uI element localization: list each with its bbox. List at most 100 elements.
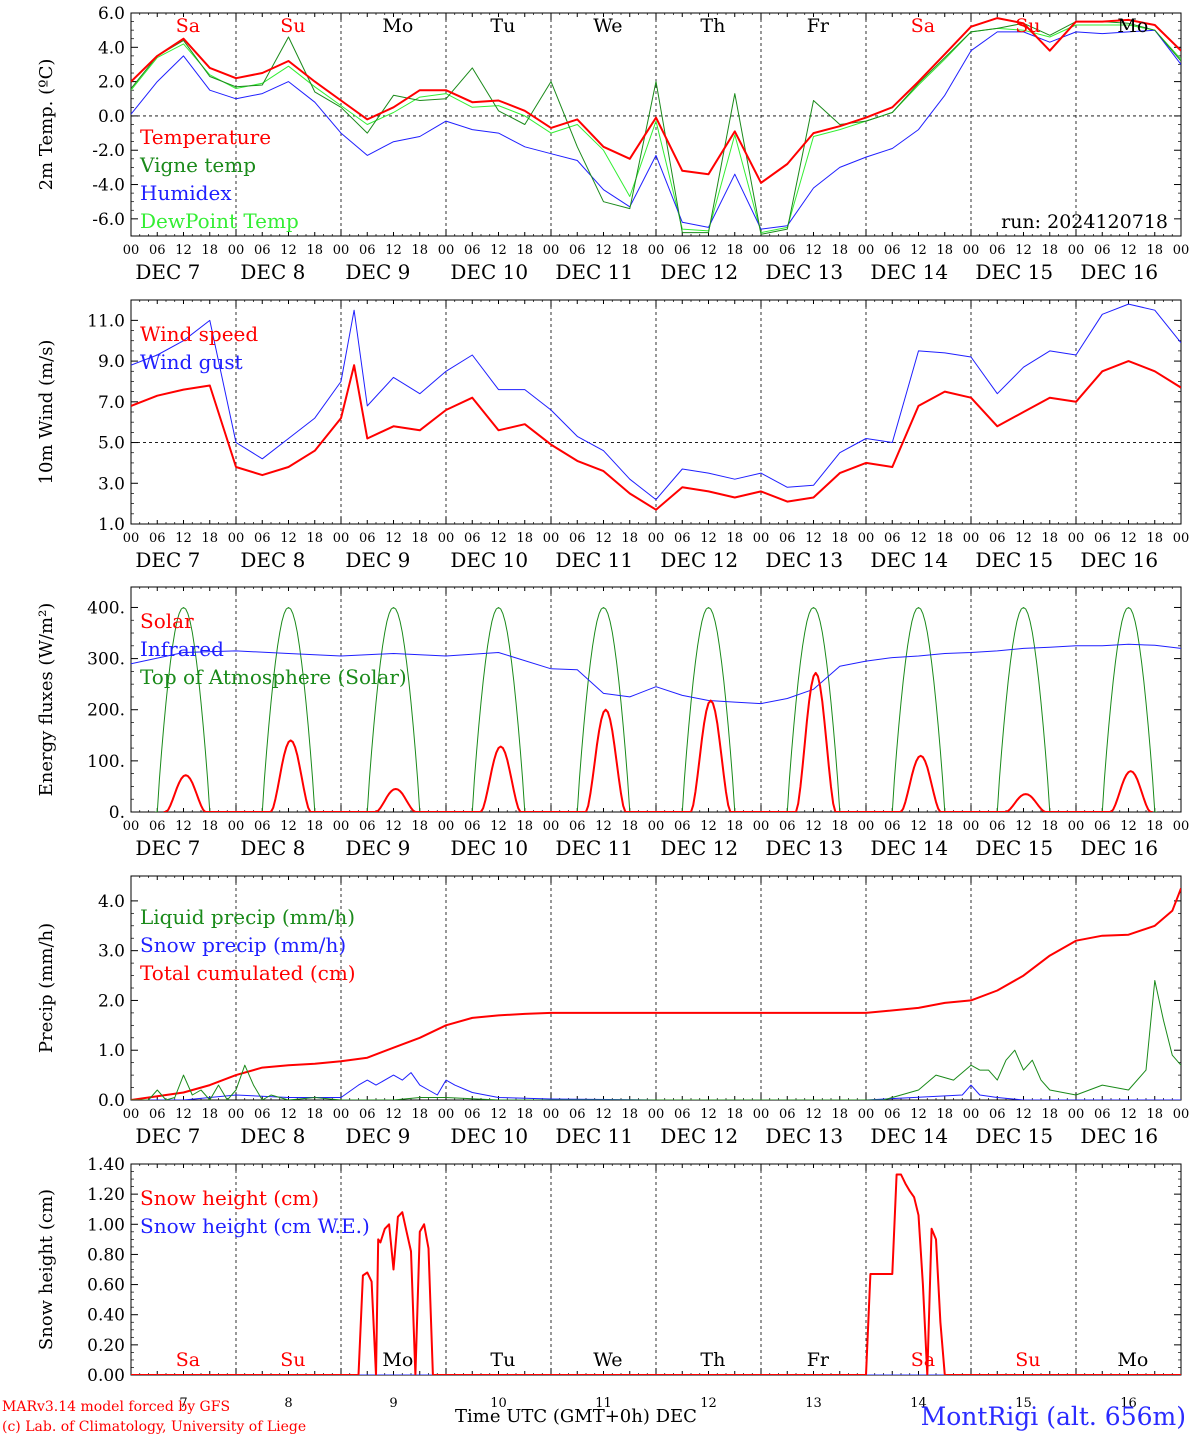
hour-label: 06 bbox=[989, 531, 1006, 546]
day-number-label: 7 bbox=[179, 1396, 187, 1411]
series-line-solar bbox=[163, 671, 1153, 812]
y-tick-label: 300. bbox=[87, 650, 125, 670]
hour-label: 00 bbox=[963, 243, 980, 258]
y-axis-label: 10m Wind (m/s) bbox=[36, 340, 57, 485]
hour-label: 00 bbox=[333, 1107, 350, 1122]
date-label: DEC 12 bbox=[660, 1124, 738, 1148]
weekday-label: Fr bbox=[807, 1349, 830, 1371]
hour-label: 00 bbox=[333, 531, 350, 546]
series-line-snow-height-cm- bbox=[131, 1173, 1181, 1375]
y-tick-label: 7.0 bbox=[98, 393, 125, 413]
hour-label: 06 bbox=[359, 1107, 376, 1122]
hour-label: 06 bbox=[569, 531, 586, 546]
day-number-label: 8 bbox=[284, 1396, 292, 1411]
hour-label: 18 bbox=[516, 1107, 533, 1122]
hour-label: 18 bbox=[1041, 819, 1058, 834]
day-number-label: 12 bbox=[700, 1396, 717, 1411]
date-label: DEC 16 bbox=[1080, 836, 1158, 860]
hour-label: 12 bbox=[175, 1107, 192, 1122]
hour-label: 12 bbox=[175, 531, 192, 546]
hour-label: 18 bbox=[411, 243, 428, 258]
hour-label: 12 bbox=[175, 243, 192, 258]
hour-label: 06 bbox=[779, 819, 796, 834]
day-number-label: 14 bbox=[910, 1396, 927, 1411]
legend-entry: Top of Atmosphere (Solar) bbox=[140, 665, 407, 689]
hour-label: 12 bbox=[805, 819, 822, 834]
date-label: DEC 9 bbox=[345, 548, 410, 572]
hour-label: 06 bbox=[359, 531, 376, 546]
hour-label: 06 bbox=[779, 243, 796, 258]
y-tick-label: 0.00 bbox=[87, 1366, 125, 1386]
hour-label: 06 bbox=[149, 531, 166, 546]
hour-label: 12 bbox=[280, 1107, 297, 1122]
legend-entry: Vigne temp bbox=[139, 153, 256, 177]
y-tick-label: 3.0 bbox=[98, 942, 125, 962]
date-label: DEC 7 bbox=[135, 1124, 200, 1148]
hour-label: 18 bbox=[726, 1107, 743, 1122]
hour-label: 06 bbox=[674, 243, 691, 258]
hour-label: 18 bbox=[1041, 1107, 1058, 1122]
series-line-infrared bbox=[131, 643, 1181, 705]
day-number-label: 15 bbox=[1015, 1396, 1032, 1411]
y-tick-label: 0.20 bbox=[87, 1336, 125, 1356]
hour-label: 12 bbox=[1120, 243, 1137, 258]
series-line-wind-gust bbox=[131, 303, 1181, 501]
hour-label: 06 bbox=[254, 1107, 271, 1122]
hour-label: 12 bbox=[385, 819, 402, 834]
hour-label: 18 bbox=[726, 243, 743, 258]
y-tick-label: 5.0 bbox=[98, 434, 125, 454]
series-line-liquid-precip-mm-h- bbox=[131, 980, 1181, 1100]
hour-label: 12 bbox=[910, 531, 927, 546]
weekday-label: Sa bbox=[911, 1349, 935, 1371]
date-label: DEC 10 bbox=[450, 836, 528, 860]
plot-frame bbox=[130, 12, 1182, 237]
y-tick-label: -2.0 bbox=[92, 141, 125, 161]
legend-entry: Wind speed bbox=[140, 322, 258, 346]
date-label: DEC 10 bbox=[450, 548, 528, 572]
hour-label: 00 bbox=[858, 243, 875, 258]
weekday-label: We bbox=[593, 15, 622, 37]
hour-label: 12 bbox=[700, 531, 717, 546]
y-tick-label: 6.0 bbox=[98, 4, 125, 24]
date-label: DEC 12 bbox=[660, 260, 738, 284]
weekday-label: We bbox=[593, 1349, 622, 1371]
hour-label: 06 bbox=[1094, 531, 1111, 546]
hour-label: 00 bbox=[1068, 1107, 1085, 1122]
hour-label: 00 bbox=[543, 531, 560, 546]
hour-label: 00 bbox=[858, 819, 875, 834]
hour-label: 18 bbox=[831, 819, 848, 834]
date-label: DEC 13 bbox=[765, 1124, 843, 1148]
series-line-snow-precip-mm-h- bbox=[131, 1072, 1181, 1100]
hour-label: 00 bbox=[963, 1107, 980, 1122]
weekday-label: Su bbox=[1015, 1349, 1040, 1371]
legend-entry: Snow precip (mm/h) bbox=[140, 933, 346, 957]
y-tick-label: 2.0 bbox=[98, 991, 125, 1011]
hour-label: 00 bbox=[123, 819, 140, 834]
hour-label: 00 bbox=[333, 243, 350, 258]
hour-label: 12 bbox=[805, 531, 822, 546]
hour-label: 18 bbox=[1146, 1107, 1163, 1122]
hour-label: 12 bbox=[595, 819, 612, 834]
hour-label: 00 bbox=[648, 531, 665, 546]
plot-frame bbox=[130, 586, 1182, 813]
hour-label: 18 bbox=[621, 1107, 638, 1122]
hour-label: 06 bbox=[569, 243, 586, 258]
day-number-label: 11 bbox=[595, 1396, 612, 1411]
hour-label: 06 bbox=[779, 1107, 796, 1122]
weekday-label: Mo bbox=[1117, 15, 1148, 37]
date-label: DEC 14 bbox=[870, 548, 948, 572]
hour-label: 06 bbox=[569, 1107, 586, 1122]
y-tick-label: 4.0 bbox=[98, 38, 125, 58]
weekday-label: Mo bbox=[1117, 1349, 1148, 1371]
date-label: DEC 12 bbox=[660, 548, 738, 572]
day-number-label: 13 bbox=[805, 1396, 822, 1411]
model-credit: MARv3.14 model forced by GFS bbox=[2, 1399, 231, 1415]
y-tick-label: 1.0 bbox=[98, 1041, 125, 1061]
hour-label: 18 bbox=[411, 819, 428, 834]
series-line-temperature bbox=[131, 17, 1181, 184]
date-label: DEC 7 bbox=[135, 548, 200, 572]
hour-label: 00 bbox=[438, 243, 455, 258]
panel-4 bbox=[130, 875, 1182, 1101]
date-label: DEC 14 bbox=[870, 1124, 948, 1148]
hour-label: 18 bbox=[516, 243, 533, 258]
